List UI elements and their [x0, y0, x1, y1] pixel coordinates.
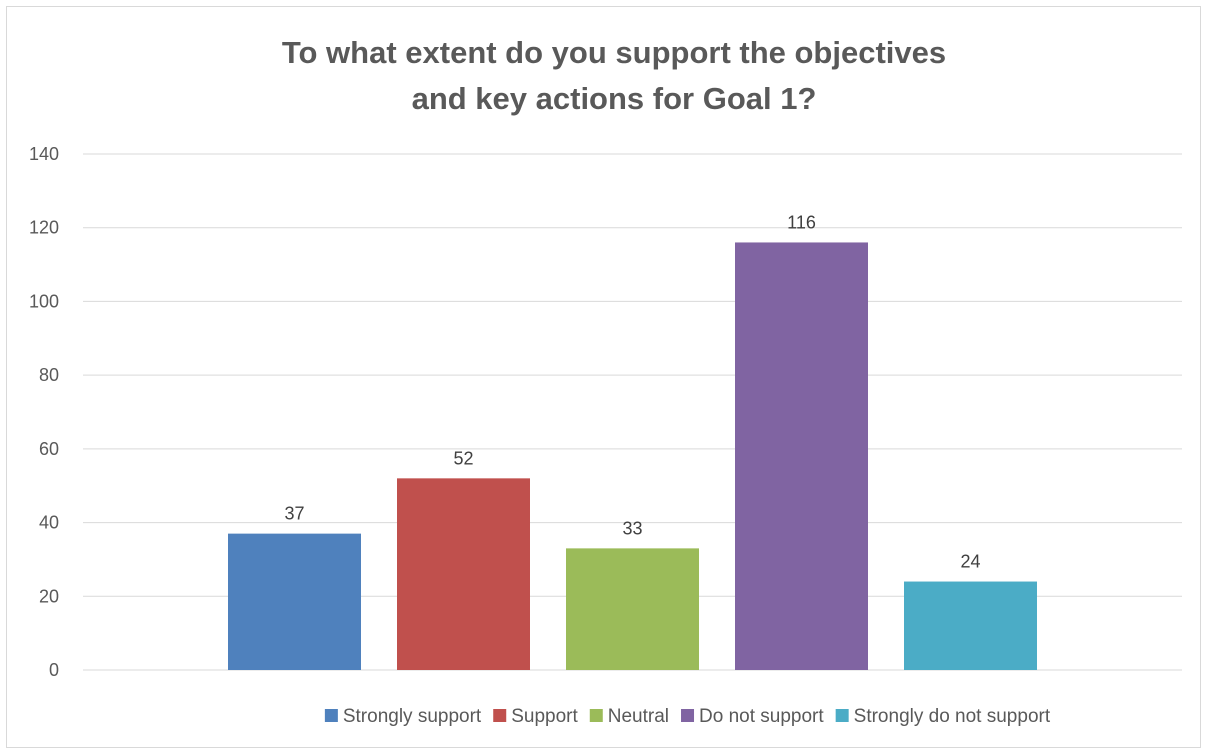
legend-item-support: Support: [493, 706, 578, 727]
legend-swatch: [835, 709, 849, 722]
y-tick-label: 140: [29, 144, 59, 164]
y-tick-label: 40: [39, 513, 59, 533]
y-tick-label: 60: [39, 439, 59, 459]
legend: Strongly support Support Neutral Do not sup…: [324, 706, 1051, 727]
y-tick-label: 100: [29, 291, 59, 311]
legend-label: Strongly support: [343, 706, 482, 727]
bar-strongly-support: [228, 533, 361, 670]
y-tick-label: 120: [29, 218, 59, 238]
legend-label: Neutral: [608, 706, 669, 727]
chart-title-line-1: To what extent do you support the object…: [282, 35, 946, 70]
legend-item-strongly-support: Strongly support: [324, 706, 482, 727]
legend-item-strongly-do-not-support: Strongly do not support: [835, 706, 1051, 727]
bar-neutral: [566, 548, 699, 670]
y-tick-label: 80: [39, 365, 59, 385]
legend-swatch: [493, 709, 507, 722]
chart-title-line-2: and key actions for Goal 1?: [412, 81, 817, 116]
legend-label: Do not support: [699, 706, 824, 727]
bar-strongly-do-not-support: [904, 581, 1037, 670]
legend-label: Support: [511, 706, 578, 727]
bars: [228, 242, 1037, 670]
legend-item-do-not-support: Do not support: [681, 706, 824, 727]
legend-swatch: [589, 709, 603, 722]
chart-title: To what extent do you support the object…: [282, 35, 946, 116]
y-tick-label: 20: [39, 586, 59, 606]
legend-item-neutral: Neutral: [589, 706, 669, 727]
legend-label: Strongly do not support: [854, 706, 1051, 727]
data-label: 116: [787, 212, 816, 232]
y-tick-label: 0: [49, 660, 59, 680]
data-label: 33: [622, 518, 642, 538]
data-label: 37: [284, 504, 304, 524]
data-label: 52: [453, 448, 473, 468]
bar-do-not-support: [735, 242, 868, 670]
data-label: 24: [960, 552, 980, 572]
y-axis-tick-labels: 0 20 40 60 80 100 120 140: [29, 144, 59, 680]
legend-swatch: [681, 709, 695, 722]
bar-support: [397, 478, 530, 670]
legend-swatch: [324, 709, 338, 722]
data-labels: 37 52 33 116 24: [284, 212, 980, 571]
